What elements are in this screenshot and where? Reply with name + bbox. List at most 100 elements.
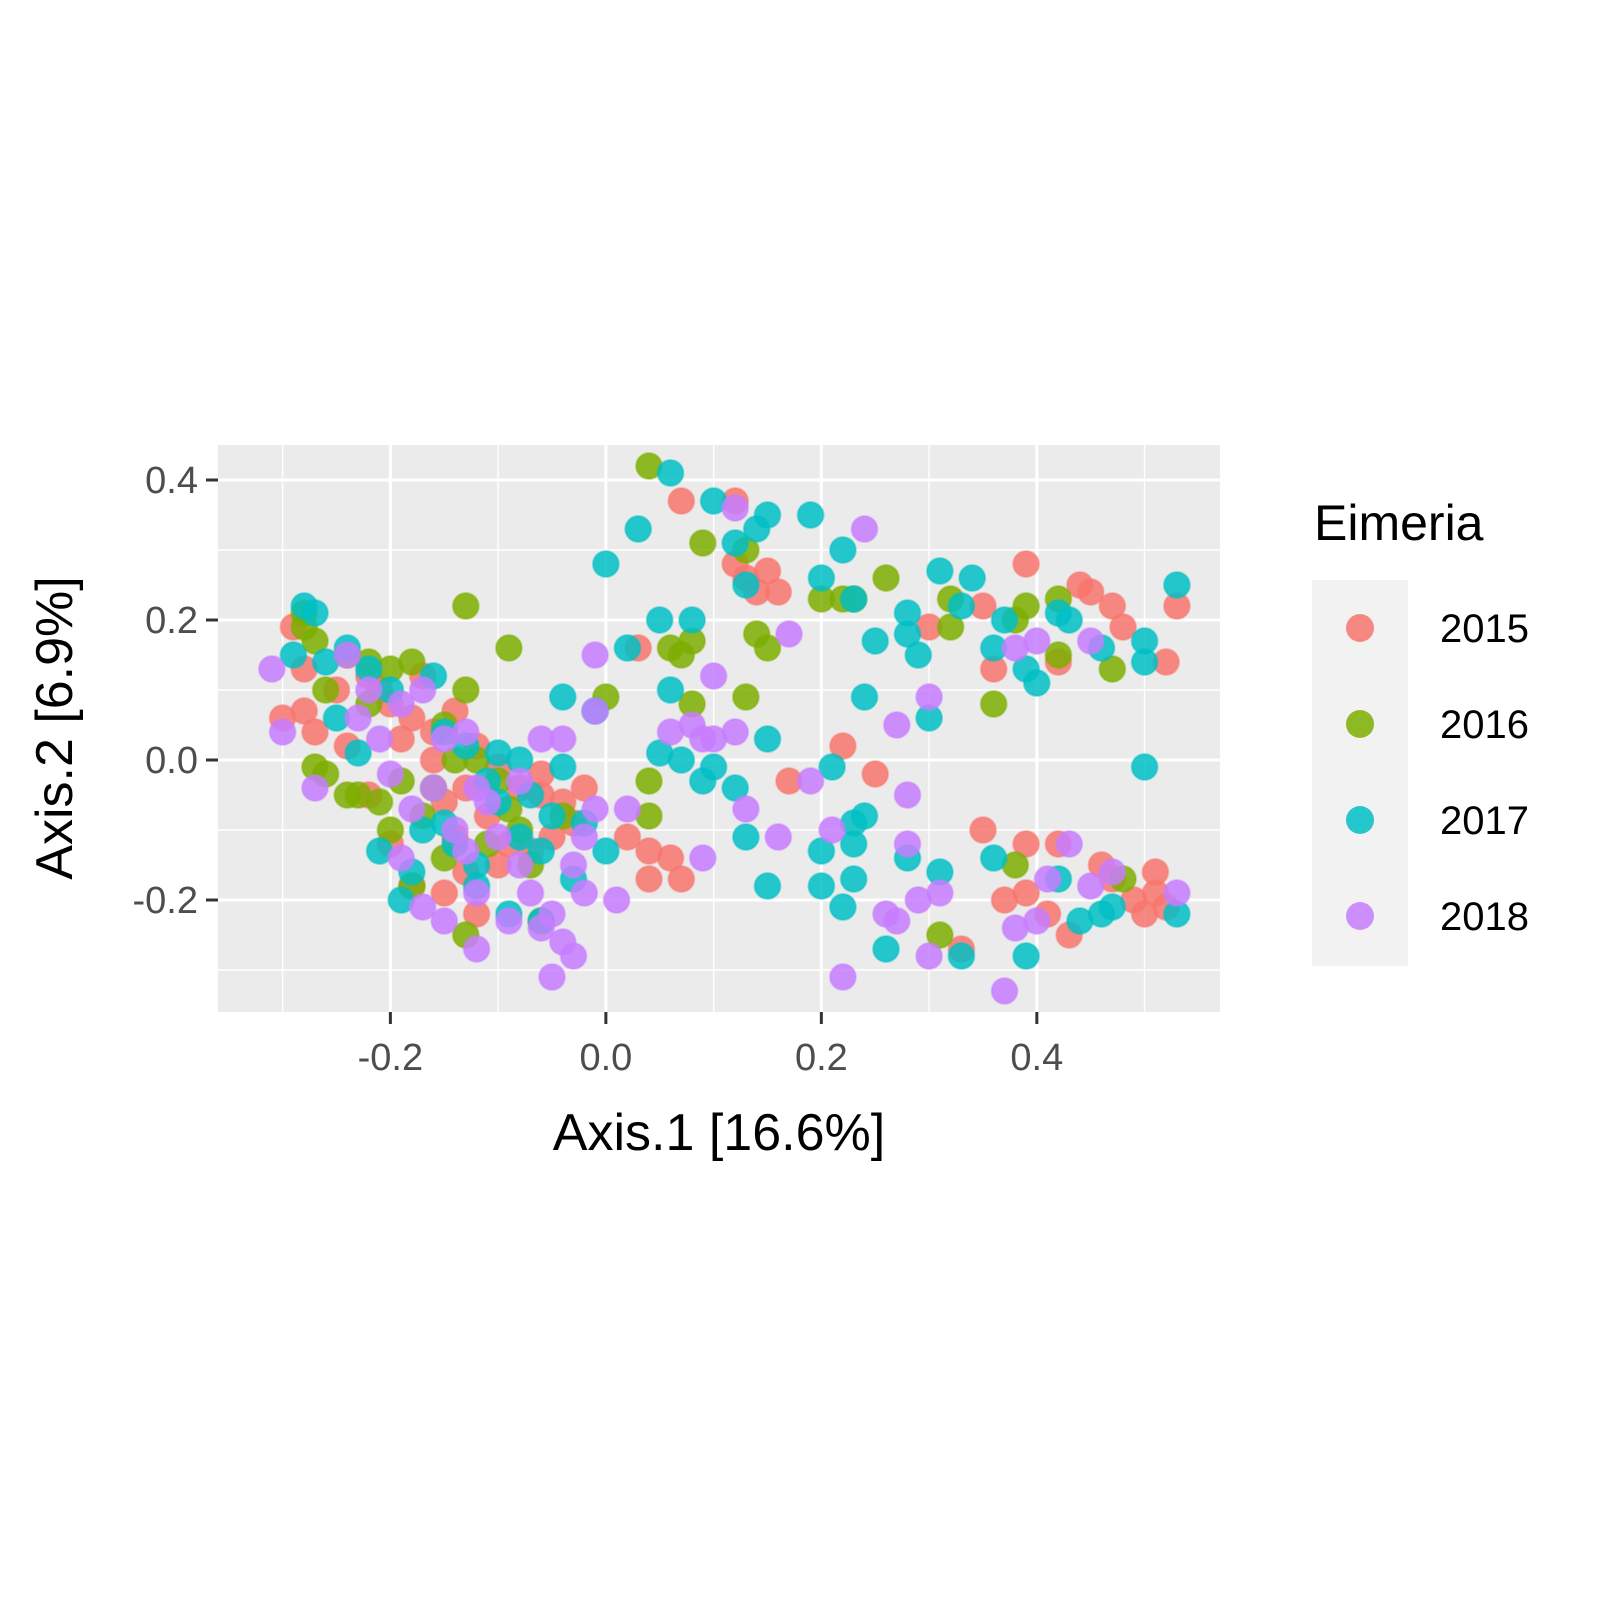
point-2018: [850, 515, 879, 543]
point-2017: [828, 536, 857, 564]
x-axis: -0.2 0.0 0.2 0.4: [358, 1012, 1063, 1079]
point-2018: [1162, 879, 1191, 907]
point-2018: [1033, 865, 1062, 893]
point-2018: [882, 711, 911, 739]
point-2018: [387, 844, 416, 872]
legend-items: 2015 2016 2017 2018: [1346, 607, 1529, 939]
point-2016: [451, 592, 480, 620]
point-2015: [828, 732, 857, 760]
point-2017: [667, 746, 696, 774]
point-2016: [1044, 641, 1073, 669]
point-2018: [764, 823, 793, 851]
point-2017: [979, 844, 1008, 872]
point-2017: [807, 564, 836, 592]
point-2018: [365, 725, 394, 753]
y-tick-label: 0.2: [145, 600, 198, 642]
point-2016: [376, 816, 405, 844]
point-2018: [354, 676, 383, 704]
point-2016: [311, 676, 340, 704]
point-2015: [290, 697, 319, 725]
point-2015: [1141, 858, 1170, 886]
point-2016: [936, 613, 965, 641]
point-2017: [344, 739, 373, 767]
point-2018: [893, 781, 922, 809]
point-2017: [656, 459, 685, 487]
legend-label: 2017: [1440, 799, 1529, 843]
point-2017: [731, 571, 760, 599]
point-2017: [538, 802, 566, 830]
point-2017: [1022, 669, 1051, 697]
point-2016: [397, 648, 426, 676]
point-2017: [850, 683, 879, 711]
point-2017: [893, 599, 922, 627]
point-2017: [591, 837, 620, 865]
point-2018: [376, 760, 405, 788]
legend-label: 2018: [1440, 895, 1529, 939]
point-2018: [699, 662, 728, 690]
point-2016: [925, 921, 954, 949]
point-2015: [667, 865, 696, 893]
y-axis-title: Axis.2 [6.9%]: [26, 576, 84, 879]
point-2017: [613, 634, 642, 662]
point-2018: [527, 914, 556, 942]
point-2015: [1012, 830, 1041, 858]
point-2017: [947, 942, 976, 970]
point-2018: [570, 879, 599, 907]
point-2018: [915, 683, 944, 711]
point-2018: [344, 704, 373, 732]
point-2017: [656, 676, 685, 704]
point-2016: [451, 676, 480, 704]
point-2017: [527, 837, 556, 865]
point-2017: [678, 606, 707, 634]
point-2015: [1109, 613, 1137, 641]
point-2016: [301, 627, 329, 655]
point-2018: [731, 795, 760, 823]
point-2018: [893, 830, 922, 858]
y-tick-label: 0.0: [145, 740, 198, 782]
point-2015: [301, 718, 329, 746]
point-2018: [1022, 627, 1051, 655]
point-2017: [947, 592, 976, 620]
point-2017: [1098, 893, 1127, 921]
point-2018: [301, 774, 329, 802]
point-2017: [839, 830, 868, 858]
point-2018: [613, 795, 642, 823]
legend-label: 2016: [1440, 703, 1529, 747]
point-2018: [408, 676, 437, 704]
x-tick-label: 0.4: [1010, 1037, 1063, 1079]
point-2018: [581, 697, 610, 725]
point-2015: [430, 879, 459, 907]
point-2016: [365, 788, 394, 816]
point-2018: [387, 690, 416, 718]
point-2018: [451, 837, 480, 865]
point-2017: [828, 893, 857, 921]
point-2016: [753, 634, 782, 662]
point-2016: [635, 767, 663, 795]
point-2017: [807, 837, 836, 865]
point-2018: [990, 977, 1019, 1005]
point-2017: [872, 935, 900, 963]
legend-key-2018: [1346, 902, 1374, 930]
point-2018: [473, 788, 502, 816]
point-2018: [570, 823, 599, 851]
point-2018: [430, 907, 459, 935]
point-2018: [1055, 830, 1084, 858]
point-2017: [753, 872, 782, 900]
point-2018: [602, 886, 631, 914]
point-2018: [397, 795, 426, 823]
point-2018: [688, 844, 717, 872]
point-2017: [861, 627, 890, 655]
point-2017: [645, 606, 674, 634]
point-2018: [559, 942, 588, 970]
legend-key-2017: [1346, 806, 1374, 834]
point-2015: [613, 823, 642, 851]
point-2017: [958, 564, 987, 592]
point-2018: [1098, 858, 1127, 886]
point-2016: [333, 781, 362, 809]
point-2018: [915, 942, 944, 970]
point-2018: [257, 655, 286, 683]
point-2017: [1130, 648, 1159, 676]
point-2015: [1012, 879, 1041, 907]
point-2018: [721, 494, 750, 522]
point-2018: [441, 816, 469, 844]
